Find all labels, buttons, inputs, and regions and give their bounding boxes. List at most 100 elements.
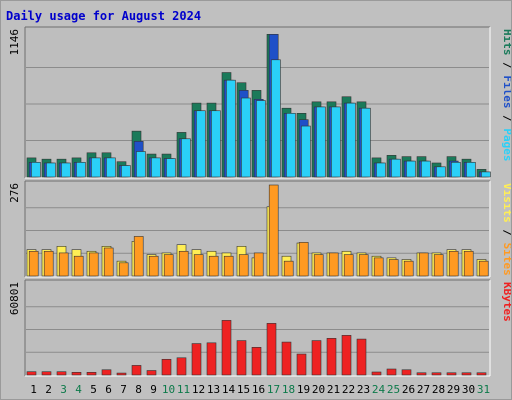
bar-kbytes-day-28 [431,372,442,376]
bar-pages-day-16 [256,100,266,178]
bar-pages-day-14 [226,79,236,178]
bar-sites-day-7 [118,262,129,277]
x-tick-label-day-22: 22 [342,383,355,396]
legend-entry-hits: Hits [501,29,511,56]
x-tick-label-day-31: 31 [477,383,490,396]
x-tick-label-day-8: 8 [135,383,142,396]
bar-sites-day-28 [433,254,444,277]
bar-kbytes-day-22 [341,335,352,376]
bar-pages-day-25 [391,158,401,178]
x-tick-label-day-3: 3 [60,383,67,396]
bar-sites-day-20 [313,254,324,277]
bar-sites-day-25 [388,259,399,277]
bar-pages-day-31 [481,171,491,178]
bar-pages-day-13 [211,110,221,178]
bar-sites-day-1 [28,250,39,277]
bar-sites-day-21 [328,252,339,277]
bar-pages-day-26 [406,160,416,178]
x-tick-label-day-2: 2 [45,383,52,396]
bar-kbytes-day-31 [476,372,487,376]
x-tick-label-day-18: 18 [282,383,295,396]
bar-pages-day-15 [241,97,251,178]
chart-title: Daily usage for August 2024 [6,9,201,23]
x-tick-label-day-29: 29 [447,383,460,396]
x-tick-label-day-4: 4 [75,383,82,396]
x-tick-label-day-27: 27 [417,383,430,396]
bar-sites-day-11 [178,250,189,277]
legend-entry-files: Files [501,75,511,108]
chart-panels: 1146 Hits / Files / Pages 276 Visits / Site… [8,26,511,377]
y-axis-max-label: 1146 [8,29,21,56]
x-tick-label-day-6: 6 [105,383,112,396]
bar-kbytes-day-8 [131,365,142,376]
x-tick-label-day-9: 9 [150,383,157,396]
bar-kbytes-day-16 [251,347,262,376]
bar-pages-day-10 [166,158,176,178]
bar-pages-day-8 [136,151,146,178]
bar-kbytes-day-11 [176,357,187,376]
bar-kbytes-day-30 [461,372,472,376]
x-tick-label-day-30: 30 [462,383,475,396]
x-tick-label-day-5: 5 [90,383,97,396]
bar-sites-day-22 [343,254,354,277]
bar-kbytes-day-23 [356,338,367,376]
bar-pages-day-22 [346,102,356,178]
bar-kbytes-day-5 [86,372,97,376]
bar-pages-day-18 [286,113,296,178]
bar-sites-day-16 [253,252,264,277]
legend-entry-visits: Visits [501,183,511,223]
bar-kbytes-day-25 [386,368,397,376]
x-tick-label-day-13: 13 [207,383,220,396]
bar-pages-day-17 [271,59,281,178]
bar-pages-day-6 [106,157,116,178]
bar-pages-day-4 [76,162,86,178]
bar-pages-day-3 [61,162,71,178]
bar-kbytes-day-7 [116,372,127,376]
legend: KBytes [501,282,511,322]
bar-sites-day-18 [283,260,294,277]
legend: Visits / Sites [501,183,511,276]
bar-sites-day-5 [88,252,99,277]
bar-sites-day-14 [223,255,234,277]
bar-sites-day-29 [448,250,459,277]
bar-pages-day-23 [361,107,371,178]
bar-kbytes-day-13 [206,342,217,376]
panel-kbytes: 60801 KBytes [8,279,511,377]
x-tick-label-day-7: 7 [120,383,127,396]
bar-kbytes-day-20 [311,340,322,376]
bar-kbytes-day-1 [26,371,37,376]
legend-separator: / [501,56,511,76]
bar-kbytes-day-9 [146,370,157,376]
bar-pages-day-11 [181,138,191,178]
x-tick-label-day-23: 23 [357,383,370,396]
bar-pages-day-1 [31,162,41,178]
x-tick-label-day-10: 10 [162,383,175,396]
bar-pages-day-30 [466,162,476,178]
bar-kbytes-day-15 [236,340,247,376]
x-tick-label-day-15: 15 [237,383,250,396]
bar-sites-day-2 [43,250,54,277]
bar-kbytes-day-6 [101,369,112,376]
bar-sites-day-15 [238,254,249,277]
bar-kbytes-day-10 [161,358,172,376]
bar-pages-day-21 [331,106,341,178]
bar-kbytes-day-17 [266,323,277,376]
bar-kbytes-day-21 [326,338,337,376]
bar-kbytes-day-2 [41,371,52,376]
panel-hits-files-pages: 1146 Hits / Files / Pages [8,26,511,179]
bar-sites-day-10 [163,254,174,277]
bar-pages-day-29 [451,162,461,178]
legend-entry-sites: Sites [501,243,511,276]
bar-kbytes-day-18 [281,341,292,376]
x-tick-label-day-16: 16 [252,383,265,396]
bar-sites-day-9 [148,255,159,277]
x-tick-label-day-1: 1 [30,383,37,396]
legend-entry-pages: Pages [501,128,511,161]
bar-kbytes-day-4 [71,372,82,376]
y-axis-max-label: 276 [8,183,21,203]
bar-pages-day-9 [151,157,161,178]
x-tick-label-day-20: 20 [312,383,325,396]
bar-kbytes-day-14 [221,320,232,376]
